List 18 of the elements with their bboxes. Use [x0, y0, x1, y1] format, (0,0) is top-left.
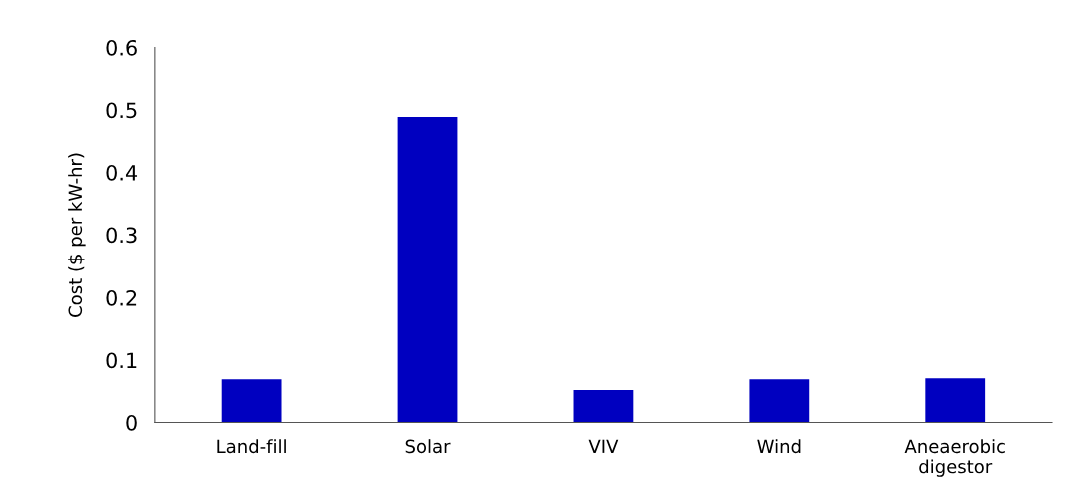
- y-tick-label: 0.2: [106, 289, 137, 306]
- y-axis-title: Cost ($ per kW-hr): [68, 153, 86, 317]
- y-tick-label: 0.6: [106, 39, 137, 56]
- x-tick-label: VIV: [588, 439, 619, 453]
- x-tick-label: Wind: [757, 439, 801, 454]
- y-tick-label: 0.1: [106, 352, 137, 369]
- x-tick-label: Aneaerobic digestor: [904, 439, 1005, 477]
- bar: [221, 379, 282, 423]
- bar: [749, 379, 810, 423]
- bar: [397, 116, 458, 423]
- x-tick-label: Land-fill: [217, 439, 286, 454]
- bar: [925, 378, 986, 423]
- y-tick-label: 0.4: [106, 164, 138, 181]
- bar: [573, 390, 634, 423]
- x-tick-label: Solar: [405, 439, 451, 454]
- y-tick-label: 0.3: [106, 227, 137, 244]
- y-tick-label: 0.5: [106, 102, 137, 119]
- y-tick-label: 0: [126, 414, 137, 431]
